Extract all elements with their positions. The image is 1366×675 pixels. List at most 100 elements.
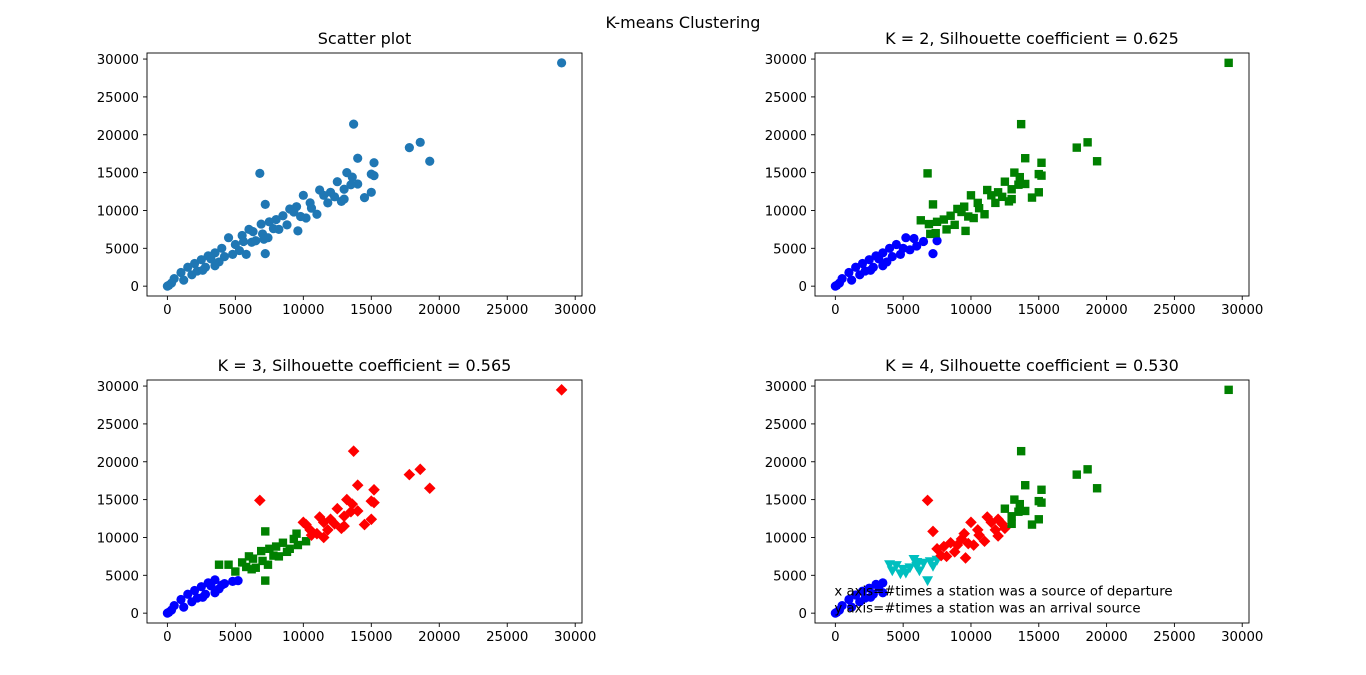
data-point — [1015, 172, 1024, 182]
data-point — [306, 203, 317, 213]
data-point — [851, 262, 861, 272]
y-tick-label: 30000 — [765, 380, 807, 395]
series-3-diamond — [254, 384, 568, 544]
data-point — [1021, 179, 1030, 189]
y-tick-label: 25000 — [765, 91, 807, 106]
y-tick-label: 5000 — [773, 569, 807, 584]
data-point — [1072, 470, 1081, 479]
x-tick-label: 10000 — [282, 630, 324, 645]
series-2-triangle-down — [884, 555, 943, 587]
data-point — [959, 552, 972, 564]
data-point — [414, 463, 427, 476]
data-point — [231, 567, 240, 576]
data-point — [238, 236, 249, 247]
data-point — [260, 249, 270, 259]
data-point — [969, 213, 978, 223]
data-point — [219, 252, 230, 262]
data-point — [1083, 138, 1092, 147]
data-point — [946, 211, 955, 220]
data-point — [187, 597, 197, 607]
data-point — [328, 518, 341, 530]
data-point — [886, 566, 898, 577]
data-point — [345, 505, 357, 518]
series-3-diamond — [921, 494, 1011, 564]
y-tick-label: 15000 — [97, 167, 139, 182]
subplot-4: K = 4, Silhouette coefficient = 0.530 0 50… — [765, 356, 1264, 645]
data-point — [555, 384, 568, 396]
x-tick-label: 0 — [163, 303, 171, 318]
x-tick-label: 15000 — [350, 630, 392, 645]
data-point — [1000, 177, 1010, 186]
data-point — [241, 249, 251, 259]
data-point — [301, 537, 311, 546]
y-tick-label: 15000 — [765, 494, 807, 509]
data-point — [271, 542, 281, 551]
data-point — [282, 220, 292, 230]
series-1-circle — [162, 58, 567, 291]
x-tick-label: 30000 — [1221, 303, 1263, 318]
data-point — [857, 258, 868, 269]
data-point — [210, 588, 220, 598]
data-point — [415, 137, 425, 147]
axes-frame — [814, 379, 1250, 624]
data-point — [927, 561, 939, 572]
data-point — [162, 281, 172, 291]
subplot-3: K = 3, Silhouette coefficient = 0.565 0 50… — [97, 356, 597, 645]
points-layer — [830, 58, 1233, 291]
data-point — [985, 516, 998, 529]
data-point — [1007, 519, 1016, 529]
x-tick-label: 15000 — [350, 303, 392, 318]
y-tick-label: 25000 — [97, 418, 139, 433]
data-point — [261, 576, 270, 585]
data-point — [1014, 507, 1023, 516]
data-point — [1037, 498, 1046, 507]
data-point — [1021, 506, 1030, 516]
data-point — [935, 549, 947, 562]
x-tick-label: 0 — [831, 630, 839, 645]
axes-frame — [814, 52, 1250, 297]
data-point — [847, 602, 857, 612]
data-point — [1037, 171, 1046, 180]
data-point — [1015, 499, 1024, 509]
data-point — [179, 602, 189, 612]
data-point — [224, 560, 233, 569]
data-point — [1016, 119, 1026, 129]
data-point — [223, 233, 234, 243]
data-point — [950, 220, 959, 230]
data-point — [996, 518, 1008, 530]
data-point — [932, 236, 942, 246]
data-point — [1037, 485, 1046, 494]
data-point — [942, 225, 951, 234]
y-tick-label: 0 — [131, 280, 139, 295]
data-point — [353, 179, 363, 189]
data-point — [425, 156, 435, 166]
data-point — [278, 211, 288, 221]
data-point — [1016, 446, 1026, 456]
data-point — [369, 158, 379, 168]
data-point — [921, 494, 934, 507]
y-tick-label: 30000 — [97, 380, 139, 395]
data-point — [298, 190, 308, 200]
data-point — [189, 258, 200, 269]
data-point — [866, 592, 876, 602]
data-point — [1034, 515, 1043, 524]
data-point — [887, 252, 897, 262]
data-point — [997, 192, 1007, 202]
data-point — [233, 576, 243, 586]
data-point — [844, 594, 854, 605]
data-point — [1092, 484, 1102, 493]
data-point — [289, 534, 299, 544]
data-point — [948, 546, 961, 558]
data-point — [353, 153, 363, 163]
y-tick-label: 5000 — [105, 569, 139, 584]
subplot-1: Scatter plot 0 5000 10000 15000 20000 25000 300… — [97, 29, 597, 318]
y-tick-label: 25000 — [97, 91, 139, 106]
data-point — [248, 554, 258, 563]
data-point — [176, 267, 186, 278]
x-tick-label: 10000 — [950, 303, 992, 318]
data-point — [254, 494, 266, 507]
data-point — [423, 482, 436, 495]
data-point — [278, 538, 288, 547]
data-point — [351, 479, 364, 492]
data-point — [365, 513, 378, 526]
